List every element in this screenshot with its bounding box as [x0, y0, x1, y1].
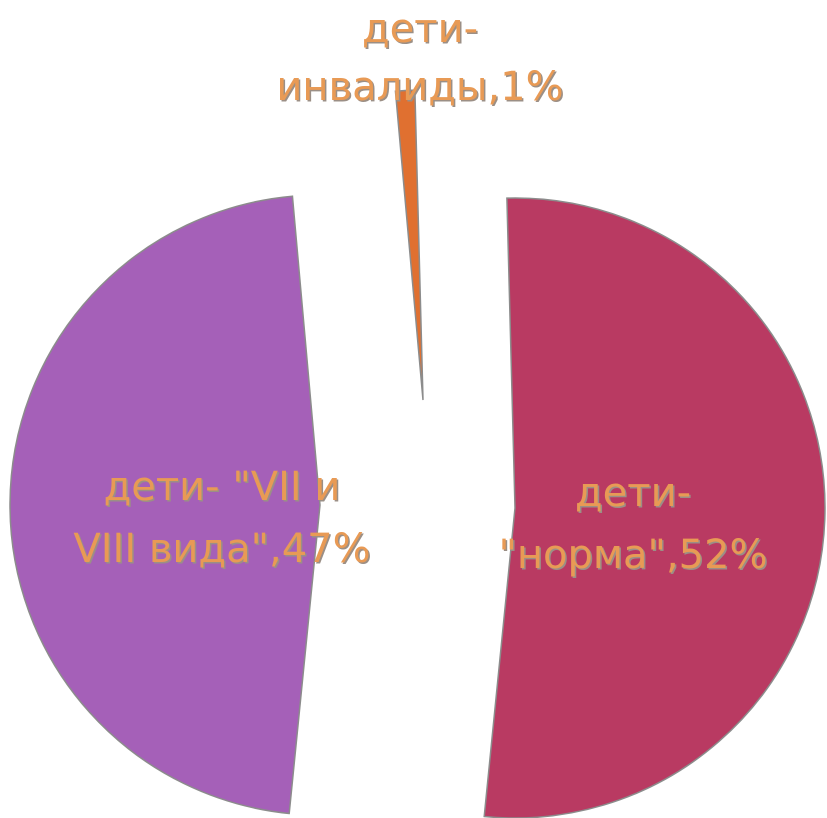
slice-label-shadow: "норма",52%	[500, 534, 769, 580]
slice-label: дети-	[575, 470, 691, 516]
slice-label: "норма",52%	[498, 532, 767, 578]
pie-slice	[394, 89, 424, 401]
slice-label-shadow: дети-	[577, 472, 693, 518]
pie-slice	[483, 197, 826, 818]
slice-label: дети-	[362, 6, 478, 52]
slice-label: дети- "VII и	[104, 464, 341, 510]
slice-label: инвалиды,1%	[276, 64, 563, 110]
slice-label-shadow: дети- "VII и	[105, 466, 342, 512]
slice-label-shadow: VIII вида",47%	[75, 528, 372, 574]
slice-label-shadow: дети-	[364, 8, 480, 54]
slice-label-shadow: инвалиды,1%	[278, 66, 565, 112]
slice-label: VIII вида",47%	[73, 526, 370, 572]
pie-slice	[9, 195, 321, 815]
pie-slices	[9, 89, 826, 818]
pie-labels: дети-дети-"норма",52%"норма",52%дети- "V…	[73, 6, 769, 580]
